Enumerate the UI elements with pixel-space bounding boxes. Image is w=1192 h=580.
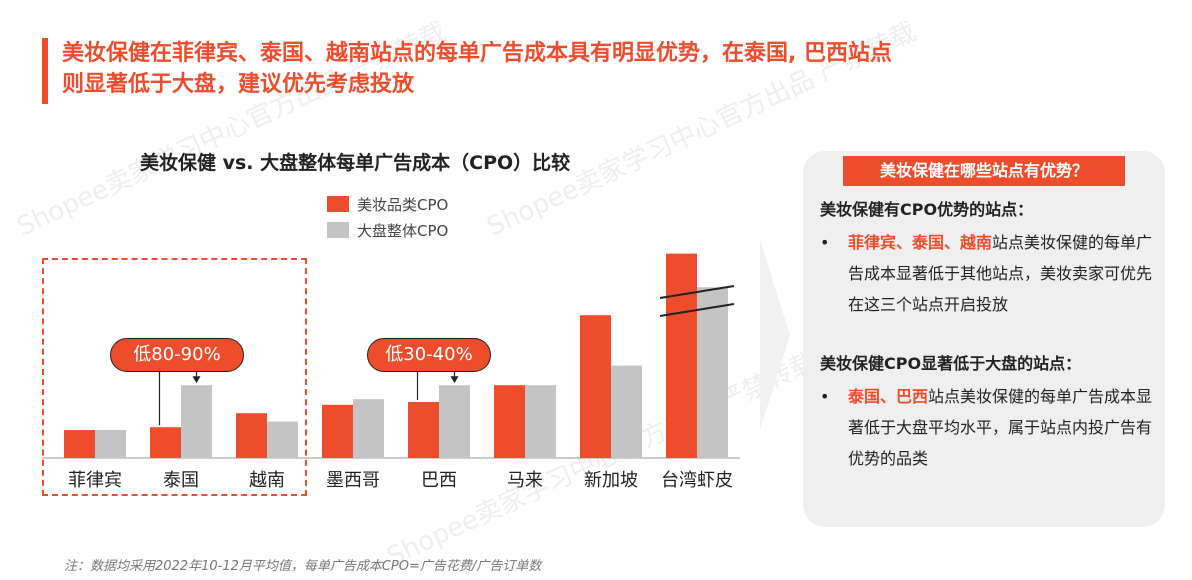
footnote: 注：数据均采用2022年10-12月平均值，每单广告成本CPO=广告花费/广告订…	[64, 559, 542, 574]
callout-low-80-90: 低80-90%	[110, 338, 244, 372]
bar-beauty-6	[580, 315, 611, 458]
bar-overall-0	[95, 430, 126, 458]
callout-low-30-40: 低30-40%	[367, 338, 491, 372]
axis-break-mark-1	[659, 303, 735, 317]
x-tick-label-0: 菲律宾	[68, 470, 122, 491]
bullet-dot-2: •	[820, 387, 830, 406]
section-1-bullet: • 菲律宾、泰国、越南站点美妆保健的每单广告成本显著低于其他站点，美妆卖家可优先…	[820, 227, 1155, 320]
axis-break-mark-0	[659, 285, 735, 299]
x-tick-label-5: 马来	[507, 470, 543, 491]
section-1-highlight: 菲律宾、泰国、越南	[848, 233, 993, 252]
panel-header: 美妆保健在哪些站点有优势？	[843, 156, 1125, 186]
panel-body: 美妆保健有CPO优势的站点： • 菲律宾、泰国、越南站点美妆保健的每单广告成本显…	[820, 196, 1155, 474]
legend-item-beauty: 美妆品类CPO	[327, 191, 448, 217]
chart-title: 美妆保健 vs. 大盘整体每单广告成本（CPO）比较	[140, 152, 571, 174]
bar-overall-4	[439, 385, 470, 458]
bar-chart: 菲律宾 泰国 越南 墨西哥 巴西 马来 新加坡 台湾虾皮	[42, 253, 740, 491]
separator-arrow	[760, 240, 790, 430]
bar-overall-2	[267, 421, 298, 458]
title-accent-bar	[42, 38, 48, 104]
bar-beauty-0	[64, 430, 95, 458]
bar-beauty-5	[494, 385, 525, 458]
bar-beauty-2	[236, 413, 267, 458]
section-2-body: 站点美妆保健的每单广告成本显著低于大盘平均水平，属于站点内投广告有优势的品类	[848, 387, 1153, 468]
page-title: 美妆保健在菲律宾、泰国、越南站点的每单广告成本具有明显优势，在泰国, 巴西站点 …	[62, 38, 1062, 100]
bar-overall-5	[525, 385, 556, 458]
callout-low-30-40-arrow-head	[450, 376, 459, 384]
section-2-highlight: 泰国、巴西	[848, 387, 929, 406]
x-tick-label-7: 台湾虾皮	[661, 470, 733, 491]
bar-beauty-1	[150, 427, 181, 458]
legend-swatch-overall	[327, 222, 349, 238]
bar-overall-1	[181, 385, 212, 458]
legend-label-overall: 大盘整体CPO	[357, 221, 449, 240]
section-2-title: 美妆保健CPO显著低于大盘的站点：	[820, 354, 1082, 373]
page-title-line-2: 则显著低于大盘，建议优先考虑投放	[62, 72, 415, 97]
section-2-text: 泰国、巴西站点美妆保健的每单广告成本显著低于大盘平均水平，属于站点内投广告有优势…	[848, 381, 1155, 474]
bar-overall-3	[353, 399, 384, 458]
bar-beauty-4	[408, 402, 439, 458]
x-tick-label-6: 新加坡	[584, 470, 638, 491]
highlight-box-sea	[42, 258, 307, 496]
x-tick-label-2: 越南	[249, 470, 285, 491]
legend-label-beauty: 美妆品类CPO	[357, 195, 449, 214]
page-title-line-1: 美妆保健在菲律宾、泰国、越南站点的每单广告成本具有明显优势，在泰国, 巴西站点	[62, 41, 893, 66]
section-2-bullet: • 泰国、巴西站点美妆保健的每单广告成本显著低于大盘平均水平，属于站点内投广告有…	[820, 381, 1155, 474]
bullet-dot-1: •	[820, 233, 830, 252]
bar-beauty-7	[666, 253, 697, 458]
legend-item-overall: 大盘整体CPO	[327, 217, 448, 243]
x-tick-label-3: 墨西哥	[326, 470, 380, 491]
section-1-text: 菲律宾、泰国、越南站点美妆保健的每单广告成本显著低于其他站点，美妆卖家可优先在这…	[848, 227, 1155, 320]
bar-beauty-3	[322, 404, 353, 458]
x-tick-label-1: 泰国	[163, 470, 199, 491]
bar-overall-6	[611, 365, 642, 458]
section-1-title: 美妆保健有CPO优势的站点：	[820, 200, 1034, 219]
section-1-body: 站点美妆保健的每单广告成本显著低于其他站点，美妆卖家可优先在这三个站点开启投放	[848, 233, 1153, 314]
callout-low-80-90-arrow-head	[192, 376, 201, 384]
x-tick-label-4: 巴西	[421, 470, 457, 491]
insight-panel	[803, 151, 1165, 527]
legend-swatch-beauty	[327, 196, 349, 212]
bar-overall-7	[697, 287, 728, 458]
chart-legend: 美妆品类CPO 大盘整体CPO	[327, 191, 448, 243]
